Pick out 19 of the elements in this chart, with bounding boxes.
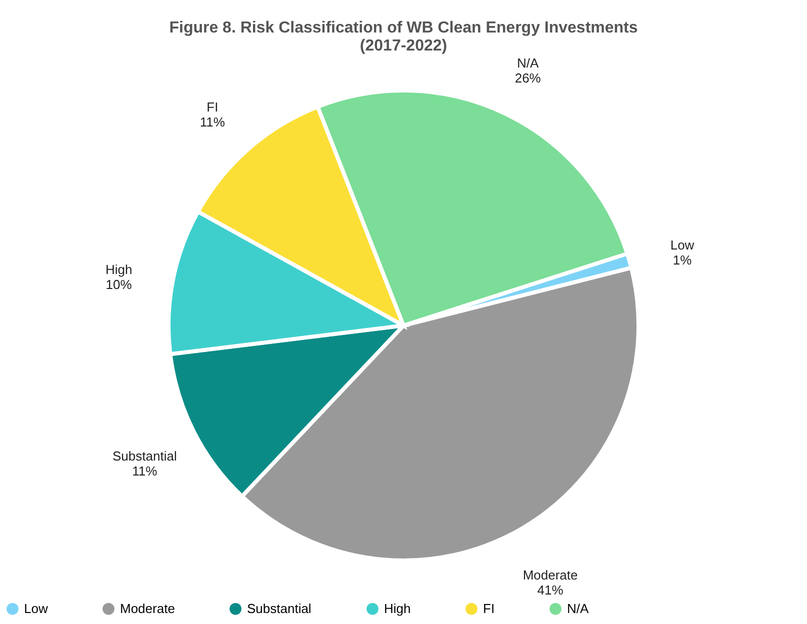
legend-label: High: [384, 600, 411, 616]
chart-title: Figure 8. Risk Classification of WB Clean Energy Investments (2017-2022): [169, 20, 638, 55]
data-label: 26%: [514, 70, 542, 86]
legend-label: Moderate: [120, 600, 175, 616]
slice-label: FI: [206, 99, 218, 114]
slice-label: Low: [670, 238, 695, 253]
data-label: 11%: [132, 463, 158, 478]
legend-label: Low: [24, 600, 48, 616]
slice-label: N/A: [517, 56, 540, 71]
legend-label: N/A: [567, 600, 589, 616]
data-label: 10%: [106, 277, 132, 292]
slice-label: Moderate: [522, 568, 578, 583]
legend-label: FI: [483, 600, 495, 616]
slice-label: Substantial: [112, 448, 177, 464]
data-label: 11%: [200, 114, 226, 130]
slice-label: High: [105, 262, 132, 278]
legend-label: Substantial: [247, 600, 312, 616]
data-label: 1%: [672, 252, 692, 268]
data-label: 41%: [537, 582, 564, 598]
